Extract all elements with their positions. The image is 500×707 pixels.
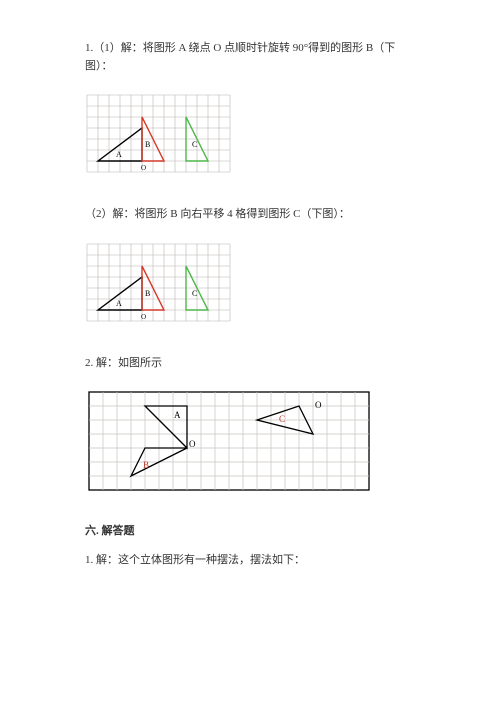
svg-text:B: B	[143, 460, 149, 470]
svg-text:C: C	[279, 414, 285, 424]
svg-text:O: O	[189, 439, 196, 449]
q2-text: 2. 解：如图所示	[85, 355, 415, 373]
svg-text:C: C	[192, 140, 197, 149]
svg-text:A: A	[174, 410, 181, 420]
svg-text:B: B	[145, 289, 150, 298]
figure-2: A B C O	[85, 242, 415, 327]
svg-text:C: C	[192, 289, 197, 298]
figure-1: A B C O	[85, 93, 415, 178]
q1-part2-text: （2）解：将图形 B 向右平移 4 格得到图形 C（下图）：	[85, 206, 415, 224]
svg-text:O: O	[141, 313, 146, 321]
svg-text:A: A	[116, 150, 122, 159]
svg-text:B: B	[145, 140, 150, 149]
q6-1-text: 1. 解：这个立体图形有一种摆法，摆法如下：	[85, 552, 415, 570]
q1-part1-text: 1.（1）解：将图形 A 绕点 O 点顺时针旋转 90°得到的图形 B（下图）：	[85, 40, 415, 75]
svg-text:O: O	[141, 164, 146, 172]
svg-text:O: O	[315, 400, 322, 410]
section6-heading: 六. 解答题	[85, 522, 415, 538]
svg-text:A: A	[116, 299, 122, 308]
figure-3: A B C O O	[85, 390, 415, 494]
